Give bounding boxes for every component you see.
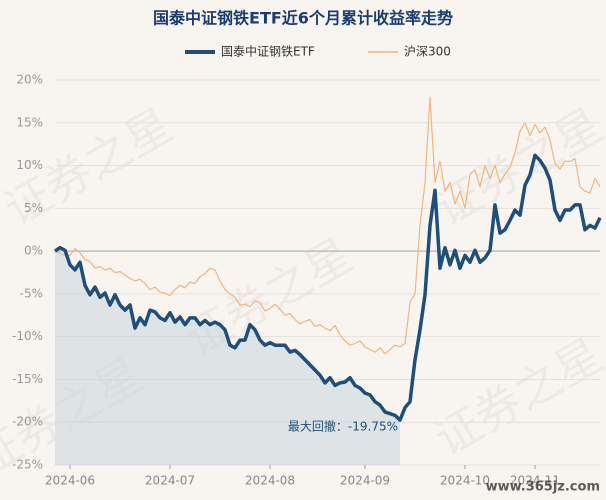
legend-label: 国泰中证钢铁ETF: [221, 44, 315, 59]
y-tick-label: -5%: [20, 286, 43, 300]
x-tick-label: 2024-08: [245, 474, 295, 488]
series-line: [54, 96, 601, 355]
x-tick-label: 2024-09: [340, 474, 390, 488]
x-tick-label: 2024-10: [440, 474, 490, 488]
y-tick-label: -20%: [12, 415, 43, 429]
series-line: [54, 153, 602, 422]
x-tick-label: 2024-11: [510, 474, 560, 488]
y-tick-label: -10%: [12, 329, 43, 343]
x-tick-label: 2024-07: [145, 474, 195, 488]
y-tick-label: 10%: [16, 158, 43, 172]
legend-label: 沪深300: [404, 45, 451, 59]
chart-title: 国泰中证钢铁ETF近6个月累计收益率走势: [153, 9, 453, 28]
y-tick-label: 15%: [16, 115, 43, 129]
drawdown-area: [55, 247, 400, 465]
y-tick-label: 0%: [24, 244, 43, 258]
site-mark: www.365jz.com: [486, 480, 600, 495]
x-tick-label: 2024-06: [45, 474, 95, 488]
y-tick-label: 5%: [24, 201, 43, 215]
y-tick-label: -25%: [12, 458, 43, 472]
y-tick-label: 20%: [16, 73, 43, 87]
y-tick-label: -15%: [12, 372, 43, 386]
annotation: 最大回撤：-19.75%: [288, 419, 398, 434]
